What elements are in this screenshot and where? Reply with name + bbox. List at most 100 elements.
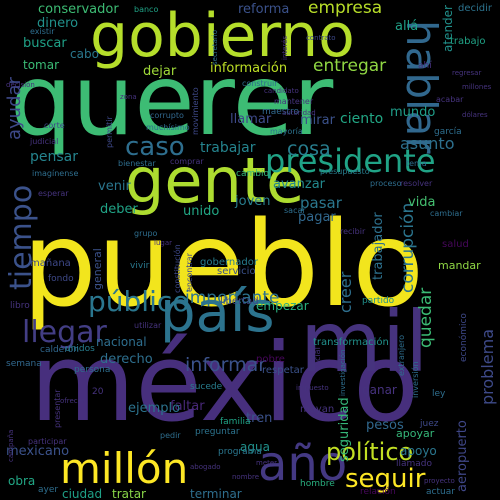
word: mexicano [6,444,70,459]
word: empresa [308,0,383,18]
word: judicial [30,137,59,146]
word: proyecto [424,477,455,485]
word: llamado [396,459,433,469]
word: informar [185,354,267,376]
word: abogado [190,463,221,471]
word: hombre [300,479,335,489]
word: partido [362,296,395,306]
word: faltar [170,399,205,414]
word: mil [300,293,429,391]
word: pasar [300,194,342,212]
word: meter [256,459,278,467]
word: deber [100,202,138,217]
word: nacional [96,335,147,349]
word: relación [360,487,396,497]
word: ahí [418,61,432,71]
word: dólares [462,111,488,119]
word: entregar [313,56,387,76]
word: unido [183,204,220,219]
word: pobre [256,354,285,365]
word: político [326,438,414,466]
word: allá [395,19,419,34]
word: social [313,347,322,370]
word: lugar [154,239,172,247]
word: unidos [65,344,95,354]
word: ejemplo [128,401,181,416]
word: campaña [7,429,15,462]
word: caso [125,132,185,162]
word: tiempo [4,184,39,290]
word: libertad [220,296,259,307]
word: dinero [37,16,79,31]
word: millones [462,83,492,91]
word: aeropuerto [455,420,470,492]
word: venir [98,179,131,194]
word: mañana [30,258,71,269]
word: ofrecer [60,397,85,405]
word: buscar [23,36,67,51]
word: interés [281,35,289,60]
word: vida [408,195,436,210]
word: programa [218,447,262,457]
word: libro [10,301,30,311]
word: mantener [274,97,314,106]
word: avanzar [273,177,325,192]
word: semana [6,359,42,369]
word: derecho [100,352,153,367]
word: impuesto [296,384,329,392]
word: decisión [6,81,35,89]
word: pesos [366,418,404,433]
word: garcía [434,127,462,137]
word: presupuesto [320,167,370,176]
word: dejar [143,64,177,79]
word: ganar [362,383,397,397]
word: movimiento [191,87,200,135]
word: permitir [105,116,114,148]
word: banco [134,5,159,14]
word: 20 [92,387,104,397]
word: terminar [190,487,242,500]
word: familia [220,417,251,427]
word: esperar [38,189,69,198]
word: trabajar [200,140,256,156]
word: participar [28,437,67,446]
word: seguridad [337,397,352,462]
word: comprar [170,157,204,166]
word: acabar [436,95,464,104]
word: autoridad [282,109,316,117]
word: querer [10,44,334,158]
word: secretario [211,30,219,65]
word: empezar [256,299,309,313]
word: investigación [339,349,347,396]
word: año [258,436,348,492]
word: candidato [264,87,299,95]
word: utilizar [134,321,162,330]
word: pagar [298,210,336,225]
word: mandar [438,259,481,272]
word: corrupto [150,111,184,120]
word: presidente [265,142,436,180]
word: trabajador [371,212,386,280]
word: gente [125,144,305,217]
word: ciento [340,111,384,127]
word: información [210,61,288,76]
word: mayan [300,404,335,415]
word: zona [120,93,137,101]
word: maestro [262,107,300,117]
word: nombre [232,473,260,481]
word: construir [242,79,278,88]
word: creer [336,271,355,313]
word: ciudad [62,487,103,500]
word: servicio [217,266,256,277]
word: general [91,248,104,290]
word: preguntar [195,427,240,437]
word: mayoría [270,127,303,136]
word: reforma [238,2,290,17]
word: sucede [190,382,223,392]
word: ley [432,389,446,399]
word: recibir [340,227,366,236]
word: existir [30,27,55,36]
word: agua [240,440,270,454]
word: actuar [426,487,455,497]
word: mundo [390,105,436,120]
